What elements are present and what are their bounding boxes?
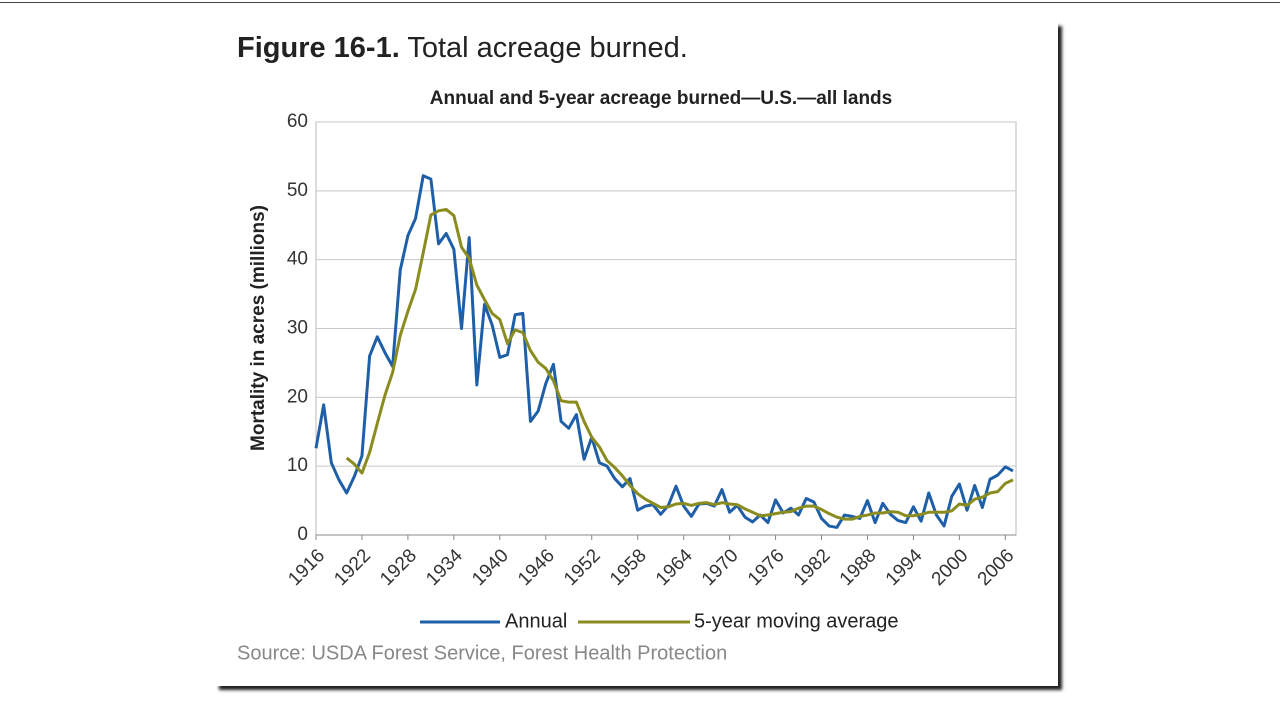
y-axis-label: Mortality in acres (millions) [248,205,269,451]
y-tick-label: 30 [287,318,308,339]
figure-label: Figure 16-1. [237,32,400,64]
figure-card [215,22,1058,686]
y-tick-label: 50 [287,180,308,201]
x-tick-label: 1982 [790,545,835,590]
x-tick-label: 1994 [882,545,927,590]
x-tick-label: 1964 [652,545,697,590]
chart-subtitle: Annual and 5-year acreage burned—U.S.—al… [430,88,892,109]
x-tick-label: 1916 [284,545,329,590]
x-tick-label: 1970 [698,545,743,590]
figure-title: Figure 16-1. Total acreage burned. [237,32,688,64]
x-tick-label: 1988 [836,545,881,590]
y-tick-label: 10 [287,455,308,476]
chart-title: Total acreage burned. [407,32,688,64]
y-tick-label: 0 [297,524,308,545]
x-tick-label: 2000 [928,545,973,590]
y-tick-label: 60 [287,111,308,132]
legend-label: 5-year moving average [694,610,899,632]
x-tick-label: 1958 [606,545,651,590]
x-tick-label: 1946 [514,545,559,590]
series-line [314,174,1014,529]
x-tick-label: 1934 [422,545,467,590]
x-tick-label: 1922 [330,545,375,590]
y-tick-label: 40 [287,249,308,270]
x-tick-label: 1976 [744,545,789,590]
legend-label: Annual [505,610,567,632]
x-tick-label: 1952 [560,545,605,590]
top-rule [0,2,1280,3]
source-note: Source: USDA Forest Service, Forest Heal… [237,642,727,664]
x-tick-label: 1928 [376,545,421,590]
x-tick-label: 2006 [974,545,1019,590]
series-line [345,207,1014,521]
x-tick-label: 1940 [468,545,513,590]
y-tick-label: 20 [287,386,308,407]
